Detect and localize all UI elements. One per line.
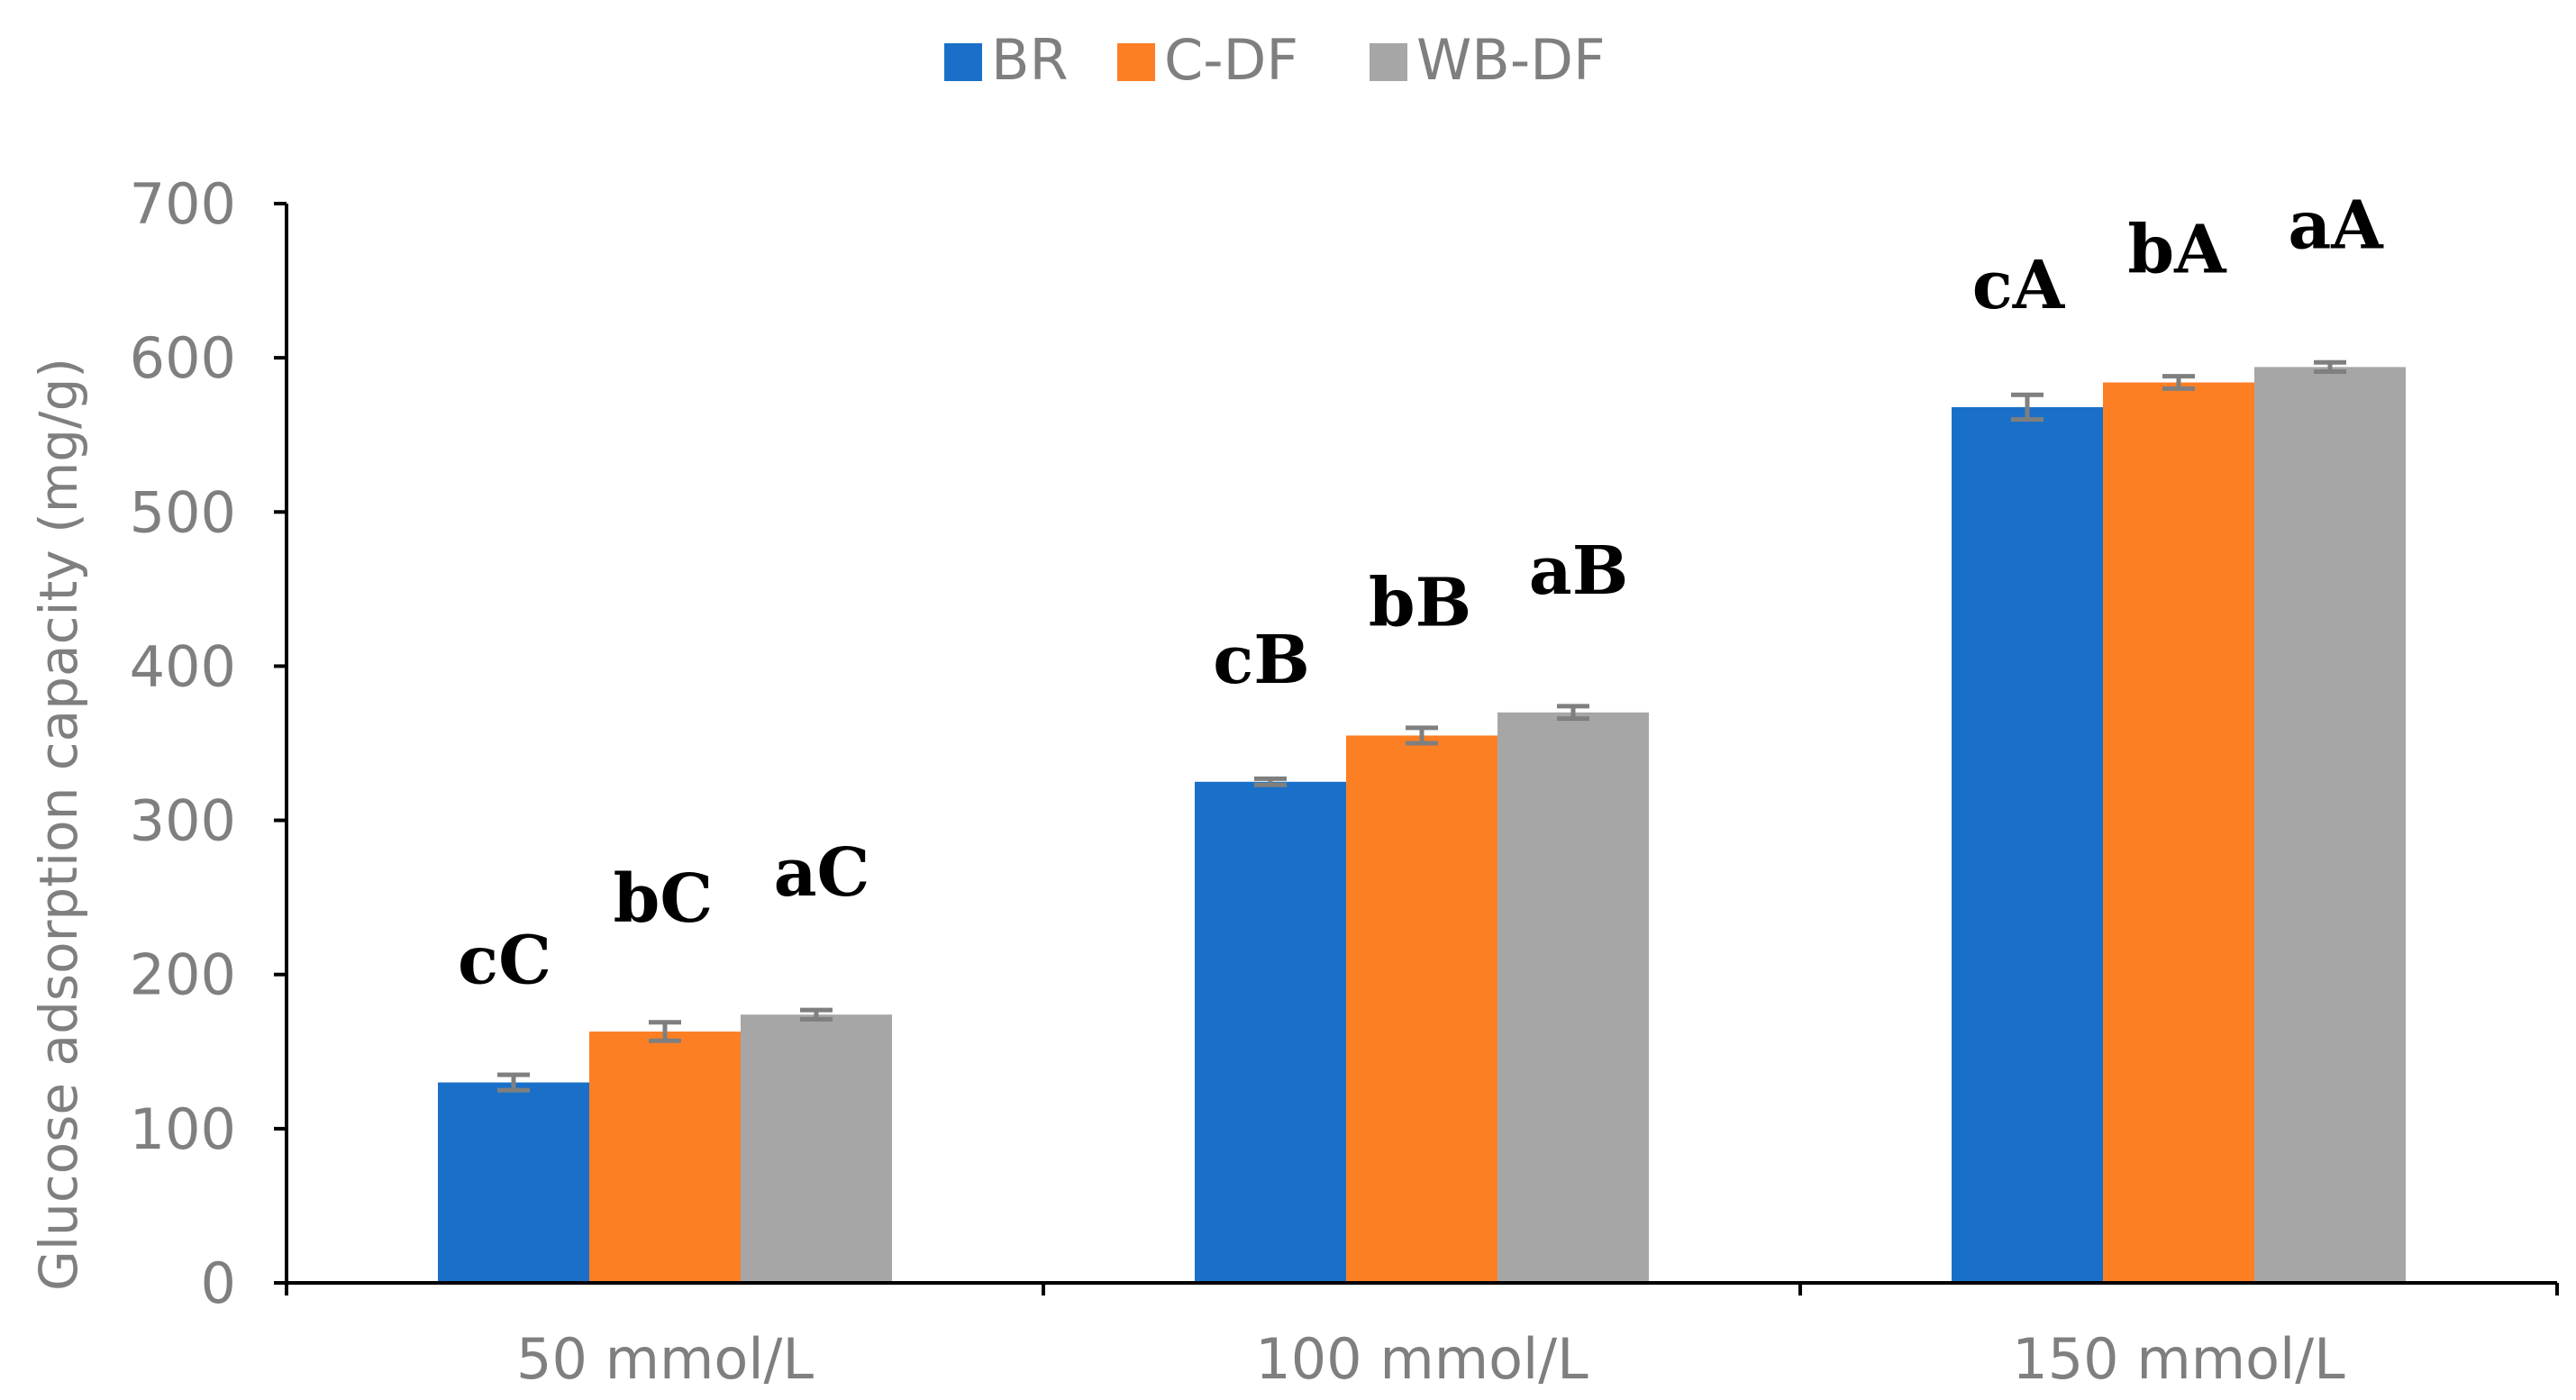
bar-wb-df-0 (741, 1014, 892, 1283)
bar-br-1 (1195, 781, 1346, 1283)
significance-label: cA (1972, 247, 2066, 324)
legend-swatch-br (944, 43, 982, 81)
y-tick-label: 500 (130, 479, 236, 545)
y-axis-title: Glucose adsorption capacity (mg/g) (28, 358, 89, 1291)
bar-c-df-0 (589, 1032, 741, 1283)
significance-labels: cC bC aC cB bB aB cA bA aA (458, 186, 2384, 999)
legend-label-c-df: C-DF (1164, 27, 1298, 93)
significance-label: aA (2288, 186, 2384, 264)
significance-label: cB (1213, 622, 1310, 699)
bars (438, 367, 2406, 1283)
significance-label: bB (1369, 564, 1471, 641)
x-axis-labels: 50 mmol/L 100 mmol/L 150 mmol/L (516, 1326, 2345, 1392)
x-tick-label: 150 mmol/L (2012, 1326, 2345, 1392)
y-tick-label: 0 (201, 1250, 236, 1316)
y-tick-label: 600 (130, 325, 236, 391)
significance-label: cC (458, 923, 551, 1000)
bar-wb-df-2 (2254, 367, 2406, 1283)
axes (285, 204, 2559, 1295)
legend: BR C-DF WB-DF (944, 27, 1606, 93)
y-tick-label: 300 (130, 788, 236, 854)
significance-label: aB (1529, 532, 1629, 610)
y-tick-label: 400 (130, 633, 236, 699)
significance-label: aC (774, 834, 870, 912)
y-tick-label: 100 (130, 1096, 236, 1162)
legend-swatch-wb-df (1370, 43, 1407, 81)
significance-label: bC (614, 860, 714, 938)
legend-label-wb-df: WB-DF (1416, 27, 1606, 93)
significance-label: bA (2127, 212, 2227, 289)
legend-swatch-c-df (1117, 43, 1155, 81)
y-tick-label: 700 (130, 171, 236, 237)
y-axis-ticks: 0 100 200 300 400 500 600 700 (130, 171, 287, 1316)
legend-label-br: BR (991, 27, 1069, 93)
bar-c-df-1 (1346, 735, 1497, 1283)
y-tick-label: 200 (130, 942, 236, 1008)
bar-br-0 (438, 1082, 589, 1283)
bar-c-df-2 (2103, 382, 2254, 1283)
error-bars (497, 359, 2346, 1093)
bar-br-2 (1952, 406, 2103, 1283)
x-tick-label: 100 mmol/L (1255, 1326, 1588, 1392)
bar-wb-df-1 (1497, 712, 1649, 1283)
x-tick-label: 50 mmol/L (516, 1326, 814, 1392)
